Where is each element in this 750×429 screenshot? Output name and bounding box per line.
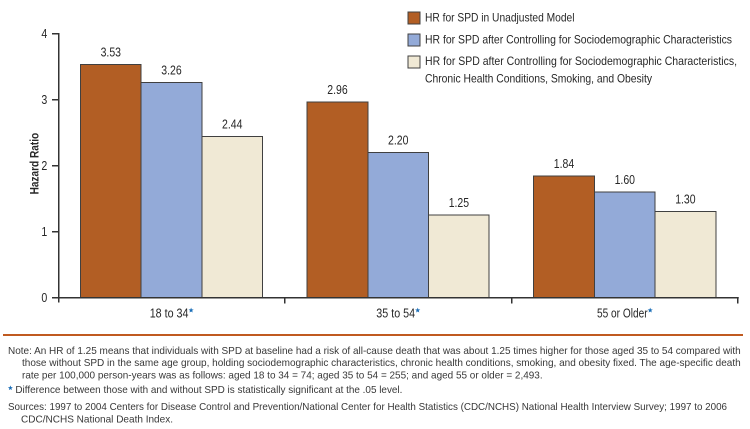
svg-text:4: 4 [41, 26, 47, 41]
svg-text:CDC/NCHS National Death Index.: CDC/NCHS National Death Index. [21, 415, 173, 426]
svg-text:2.96: 2.96 [327, 82, 347, 97]
svg-text:35 to 54: 35 to 54 [376, 305, 415, 320]
svg-text:2.44: 2.44 [222, 117, 242, 132]
svg-text:3: 3 [41, 92, 47, 107]
svg-text:HR for SPD in Unadjusted Model: HR for SPD in Unadjusted Model [425, 11, 575, 25]
svg-text:0: 0 [41, 290, 47, 305]
svg-text:3.26: 3.26 [161, 62, 181, 77]
svg-text:Chronic Health Conditions, Smo: Chronic Health Conditions, Smoking, and … [425, 71, 652, 85]
svg-text:18 to 34: 18 to 34 [150, 305, 189, 320]
svg-text:Note: An HR of 1.25 means that: Note: An HR of 1.25 means that individua… [8, 346, 741, 357]
svg-text:1.84: 1.84 [554, 156, 574, 171]
svg-text:1.25: 1.25 [449, 195, 469, 210]
svg-text:1: 1 [41, 224, 47, 239]
svg-text:55 or Older: 55 or Older [597, 305, 648, 320]
svg-text:2: 2 [41, 158, 47, 173]
svg-text:rate per 100,000 person-years: rate per 100,000 person-years was as fol… [22, 370, 543, 381]
svg-text:Sources: 1997 to 2004 Centers: Sources: 1997 to 2004 Centers for Diseas… [8, 402, 727, 413]
svg-text:Hazard Ratio: Hazard Ratio [28, 133, 42, 195]
svg-text:1.60: 1.60 [615, 172, 635, 187]
svg-text:2.20: 2.20 [388, 132, 408, 147]
svg-text:HR for SPD after Controlling f: HR for SPD after Controlling for Sociode… [425, 54, 737, 68]
svg-text:3.53: 3.53 [101, 45, 121, 60]
svg-text:HR for SPD after Controlling f: HR for SPD after Controlling for Sociode… [425, 32, 732, 46]
svg-text:Difference between those with: Difference between those with and withou… [15, 385, 402, 396]
svg-text:those without SPD in the same: those without SPD in the same age group,… [22, 358, 741, 369]
svg-text:1.30: 1.30 [675, 192, 695, 207]
